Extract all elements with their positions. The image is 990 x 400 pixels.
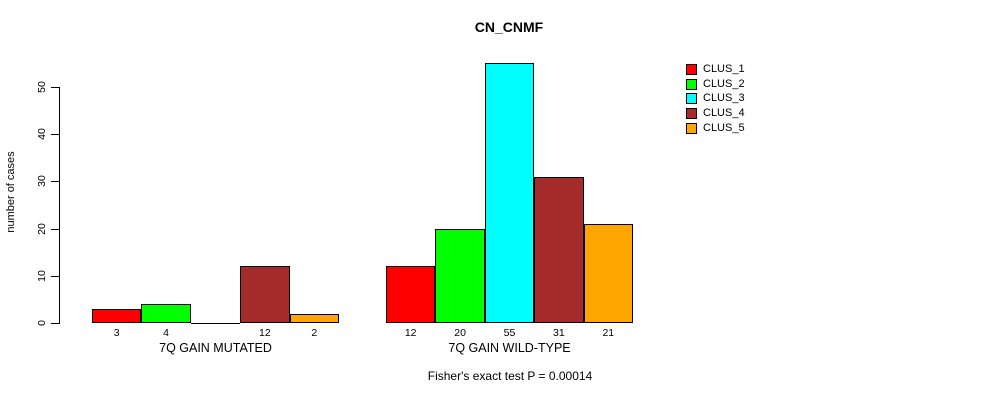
y-axis-tick (51, 181, 59, 183)
y-axis-tick-label: 30 (36, 175, 48, 188)
legend-swatch-clus_1 (686, 64, 697, 75)
bar-clus_1-group2 (386, 266, 436, 323)
legend-label: CLUS_5 (703, 121, 745, 134)
legend-swatch-clus_2 (686, 78, 697, 90)
bar-value-label: 55 (503, 327, 516, 339)
y-axis-tick (51, 134, 59, 136)
legend-item: CLUS_1 (686, 63, 766, 78)
bar-clus_3-group1-zero (190, 323, 241, 324)
y-axis-tick-label: 40 (36, 128, 48, 141)
bar-value-label: 2 (311, 327, 318, 339)
bar-value-label: 21 (602, 327, 615, 339)
group-label: 7Q GAIN MUTATED (159, 341, 272, 355)
bar-clus_2-group2 (435, 228, 485, 323)
legend-swatch-clus_5 (686, 122, 697, 134)
caption-annotation: Fisher's exact test P = 0.00014 (427, 369, 593, 383)
legend-label: CLUS_3 (703, 92, 745, 105)
legend-label: CLUS_2 (703, 77, 745, 90)
legend-item: CLUS_2 (686, 78, 766, 93)
y-axis-tick (51, 87, 59, 88)
legend-item: CLUS_4 (686, 107, 766, 122)
bar-clus_3-group2 (484, 63, 535, 323)
y-axis-line (59, 87, 60, 324)
legend-label: CLUS_4 (703, 107, 745, 120)
bar-clus_5-group2 (583, 223, 633, 323)
legend-item: CLUS_5 (686, 122, 766, 137)
bar-clus_1-group1 (92, 308, 142, 323)
bar-clus_5-group1 (289, 313, 339, 323)
bar-clus_2-group1 (141, 304, 191, 323)
group-label: 7Q GAIN WILD-TYPE (448, 341, 571, 355)
y-axis-tick (51, 228, 59, 230)
bar-value-label: 12 (259, 327, 271, 339)
bar-value-label: 20 (454, 327, 466, 339)
legend-swatch-clus_4 (686, 108, 697, 120)
y-axis-tick (51, 323, 59, 324)
y-axis-label: number of cases (5, 151, 17, 233)
legend-item: CLUS_3 (686, 92, 766, 107)
legend-swatch-clus_3 (686, 93, 697, 105)
bar-value-label: 31 (553, 327, 565, 339)
bar-value-label: 4 (163, 327, 170, 339)
y-axis-tick-label: 20 (36, 222, 48, 235)
y-axis-tick-label: 10 (36, 269, 48, 282)
y-axis-tick (51, 275, 59, 277)
chart-title: CN_CNMF (474, 19, 544, 35)
y-axis-tick-label: 50 (36, 81, 48, 93)
bar-clus_4-group2 (534, 176, 584, 323)
bar-clus_4-group1 (240, 266, 290, 323)
legend-label: CLUS_1 (703, 63, 745, 75)
y-axis-tick-label: 0 (36, 320, 48, 326)
bar-value-label: 12 (404, 327, 417, 339)
bar-value-label: 3 (113, 327, 120, 339)
